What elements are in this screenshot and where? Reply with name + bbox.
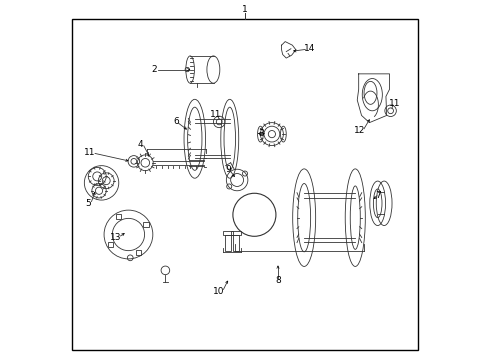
Bar	[231, 231, 241, 235]
Text: 11: 11	[210, 110, 221, 119]
Text: 10: 10	[214, 287, 225, 296]
Text: 1: 1	[242, 5, 248, 14]
Text: 2: 2	[151, 65, 157, 74]
Bar	[225, 235, 231, 251]
Text: 5: 5	[85, 199, 91, 208]
Bar	[108, 242, 114, 247]
Bar	[223, 231, 233, 235]
Text: 4: 4	[138, 140, 143, 149]
Text: 9: 9	[225, 166, 231, 175]
Text: 11: 11	[84, 148, 96, 157]
Text: 8: 8	[275, 276, 281, 285]
Text: 6: 6	[173, 117, 179, 126]
Bar	[136, 249, 141, 255]
Text: 12: 12	[354, 126, 366, 135]
Bar	[144, 222, 149, 227]
Text: 3: 3	[259, 129, 265, 138]
Text: 7: 7	[375, 190, 381, 199]
Bar	[116, 214, 121, 220]
Text: 14: 14	[304, 44, 315, 53]
Text: 13: 13	[110, 233, 122, 242]
Bar	[233, 235, 239, 251]
Text: 11: 11	[389, 99, 400, 108]
